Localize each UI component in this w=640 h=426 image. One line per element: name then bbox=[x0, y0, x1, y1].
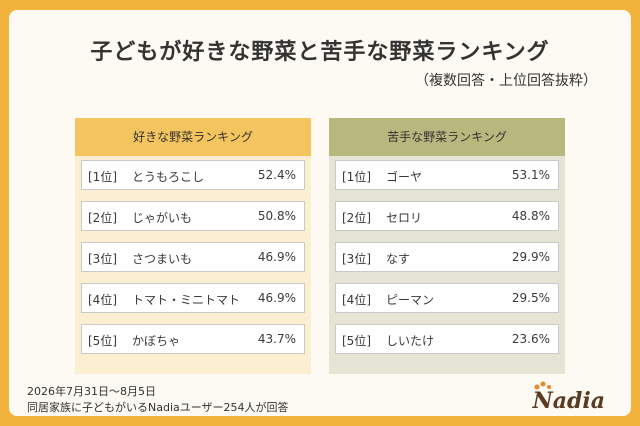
rank-label: [2位] bbox=[342, 211, 371, 225]
vegetable-name: トマト・ミニトマト bbox=[132, 293, 241, 307]
table-row: [1位] ゴーヤ 53.1% bbox=[335, 160, 559, 190]
rank-label: [5位] bbox=[342, 334, 371, 348]
vegetable-name: ゴーヤ bbox=[386, 170, 423, 184]
rank-label: [1位] bbox=[342, 170, 371, 184]
percent-value: 46.9% bbox=[257, 291, 296, 305]
percent-value: 46.9% bbox=[257, 250, 296, 264]
logo-text: Nadia bbox=[532, 388, 605, 414]
table-row: [2位] セロリ 48.8% bbox=[335, 201, 559, 231]
table-row: [5位] しいたけ 23.6% bbox=[335, 324, 559, 354]
logo-dots-icon bbox=[534, 381, 551, 390]
percent-value: 43.7% bbox=[257, 332, 296, 346]
nadia-logo: Nadia bbox=[532, 381, 605, 414]
percent-value: 48.8% bbox=[511, 209, 550, 223]
vegetable-name: じゃがいも bbox=[132, 211, 193, 225]
rank-label: [4位] bbox=[342, 293, 371, 307]
table-row: [3位] なす 29.9% bbox=[335, 242, 559, 272]
percent-value: 23.6% bbox=[511, 332, 550, 346]
rank-label: [1位] bbox=[88, 170, 117, 184]
survey-note: 同居家族に子どもがいるNadiaユーザー254人が回答 bbox=[27, 401, 289, 414]
chart-subtitle: （複数回答・上位回答抜粋） bbox=[415, 73, 597, 89]
chart-title: 子どもが好きな野菜と苦手な野菜ランキング bbox=[90, 40, 550, 65]
rank-label: [3位] bbox=[342, 252, 371, 266]
percent-value: 29.5% bbox=[511, 291, 550, 305]
dislike-panel-body: [1位] ゴーヤ 53.1% [2位] セロリ 48.8% [3位] なす 29… bbox=[329, 156, 565, 374]
rank-label: [5位] bbox=[88, 334, 117, 348]
table-row: [3位] さつまいも 46.9% bbox=[81, 242, 305, 272]
table-row: [2位] じゃがいも 50.8% bbox=[81, 201, 305, 231]
vegetable-name: なす bbox=[386, 252, 411, 266]
vegetable-name: さつまいも bbox=[132, 252, 193, 266]
percent-value: 50.8% bbox=[257, 209, 296, 223]
vegetable-name: ピーマン bbox=[386, 293, 435, 307]
vegetable-name: かぼちゃ bbox=[132, 334, 181, 348]
like-panel: 好きな野菜ランキング [1位] とうもろこし 52.4% [2位] じゃがいも … bbox=[75, 118, 311, 374]
table-row: [1位] とうもろこし 52.4% bbox=[81, 160, 305, 190]
dislike-panel: 苦手な野菜ランキング [1位] ゴーヤ 53.1% [2位] セロリ 48.8%… bbox=[329, 118, 565, 374]
percent-value: 29.9% bbox=[511, 250, 550, 264]
like-panel-body: [1位] とうもろこし 52.4% [2位] じゃがいも 50.8% [3位] … bbox=[75, 156, 311, 374]
dislike-panel-title: 苦手な野菜ランキング bbox=[329, 118, 565, 156]
rank-label: [3位] bbox=[88, 252, 117, 266]
table-row: [4位] ピーマン 29.5% bbox=[335, 283, 559, 313]
survey-date: 2026年7月31日～8月5日 bbox=[27, 385, 156, 398]
percent-value: 53.1% bbox=[511, 168, 550, 182]
infographic-card: 子どもが好きな野菜と苦手な野菜ランキング （複数回答・上位回答抜粋） 好きな野菜… bbox=[9, 10, 631, 416]
table-row: [4位] トマト・ミニトマト 46.9% bbox=[81, 283, 305, 313]
like-panel-title: 好きな野菜ランキング bbox=[75, 118, 311, 156]
vegetable-name: とうもろこし bbox=[132, 170, 205, 184]
rank-label: [2位] bbox=[88, 211, 117, 225]
vegetable-name: しいたけ bbox=[386, 334, 435, 348]
table-row: [5位] かぼちゃ 43.7% bbox=[81, 324, 305, 354]
rank-label: [4位] bbox=[88, 293, 117, 307]
vegetable-name: セロリ bbox=[386, 211, 423, 225]
percent-value: 52.4% bbox=[257, 168, 296, 182]
